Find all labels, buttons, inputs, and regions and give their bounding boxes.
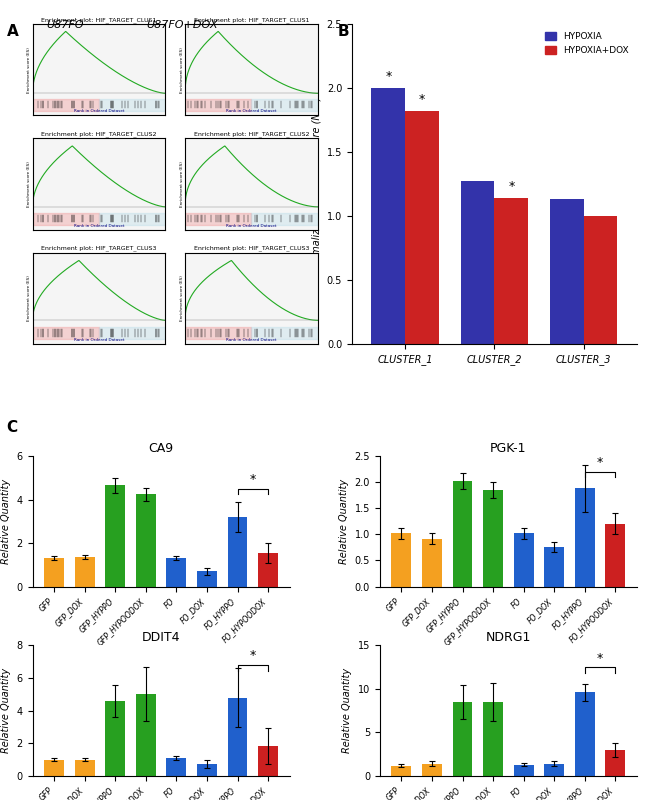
Bar bbox=[452, 481, 473, 586]
Bar bbox=[227, 517, 248, 586]
Bar bbox=[391, 534, 411, 586]
Title: Enrichment plot: HIF_TARGET_CLUS1: Enrichment plot: HIF_TARGET_CLUS1 bbox=[41, 18, 157, 23]
Text: U87FO+DOX: U87FO+DOX bbox=[146, 20, 218, 30]
Text: *: * bbox=[597, 651, 603, 665]
Text: *: * bbox=[385, 70, 391, 83]
Text: *: * bbox=[250, 473, 256, 486]
Bar bbox=[227, 698, 248, 776]
Bar bbox=[544, 547, 564, 586]
Bar bbox=[371, 88, 406, 344]
Bar bbox=[422, 538, 442, 586]
Bar bbox=[105, 486, 125, 586]
Bar bbox=[575, 693, 595, 776]
Title: Enrichment plot: HIF_TARGET_CLUS1: Enrichment plot: HIF_TARGET_CLUS1 bbox=[194, 18, 309, 23]
Bar bbox=[483, 702, 503, 776]
Legend: HYPOXIA, HYPOXIA+DOX: HYPOXIA, HYPOXIA+DOX bbox=[541, 29, 632, 58]
Bar bbox=[605, 750, 625, 776]
Bar bbox=[258, 553, 278, 586]
Y-axis label: Relative Quantity: Relative Quantity bbox=[339, 478, 349, 564]
Text: Rank in Ordered Dataset: Rank in Ordered Dataset bbox=[226, 110, 277, 114]
Bar bbox=[197, 764, 217, 776]
Bar bbox=[32, 99, 99, 111]
Bar bbox=[252, 99, 318, 111]
Y-axis label: Normalized Enrichment Score (NES): Normalized Enrichment Score (NES) bbox=[311, 96, 321, 272]
Title: Enrichment plot: HIF_TARGET_CLUS3: Enrichment plot: HIF_TARGET_CLUS3 bbox=[41, 246, 157, 251]
Title: Enrichment plot: HIF_TARGET_CLUS2: Enrichment plot: HIF_TARGET_CLUS2 bbox=[194, 131, 309, 137]
Text: U87FO: U87FO bbox=[46, 20, 84, 30]
Bar bbox=[32, 326, 99, 339]
Text: A: A bbox=[6, 24, 18, 39]
Text: C: C bbox=[6, 420, 18, 435]
Bar bbox=[406, 111, 439, 344]
Text: Rank in Ordered Dataset: Rank in Ordered Dataset bbox=[226, 224, 277, 228]
Title: Enrichment plot: HIF_TARGET_CLUS2: Enrichment plot: HIF_TARGET_CLUS2 bbox=[41, 131, 157, 137]
Text: Rank in Ordered Dataset: Rank in Ordered Dataset bbox=[73, 338, 124, 342]
Y-axis label: Relative Quantity: Relative Quantity bbox=[1, 478, 11, 564]
Bar bbox=[136, 494, 156, 586]
Bar bbox=[575, 488, 595, 586]
Text: *: * bbox=[597, 456, 603, 469]
Bar bbox=[514, 765, 534, 776]
Text: *: * bbox=[419, 93, 425, 106]
Bar bbox=[32, 213, 99, 225]
Bar bbox=[391, 766, 411, 776]
Title: PGK-1: PGK-1 bbox=[490, 442, 526, 455]
Bar bbox=[422, 764, 442, 776]
Y-axis label: Enrichment score (ES): Enrichment score (ES) bbox=[179, 275, 184, 322]
Bar bbox=[75, 760, 95, 776]
Title: NDRG1: NDRG1 bbox=[486, 631, 531, 644]
Title: DDIT4: DDIT4 bbox=[142, 631, 180, 644]
Text: *: * bbox=[508, 180, 515, 193]
Bar bbox=[483, 490, 503, 586]
Y-axis label: Relative Quantity: Relative Quantity bbox=[342, 668, 352, 754]
Text: B: B bbox=[338, 24, 350, 39]
Bar bbox=[452, 702, 473, 776]
Bar bbox=[495, 198, 528, 344]
Text: Rank in Ordered Dataset: Rank in Ordered Dataset bbox=[73, 110, 124, 114]
Bar bbox=[105, 701, 125, 776]
Bar bbox=[75, 558, 95, 586]
Bar bbox=[544, 764, 564, 776]
Y-axis label: Enrichment score (ES): Enrichment score (ES) bbox=[27, 161, 31, 207]
Bar bbox=[185, 99, 252, 111]
Text: Rank in Ordered Dataset: Rank in Ordered Dataset bbox=[226, 338, 277, 342]
Bar bbox=[584, 216, 618, 344]
Bar bbox=[461, 182, 495, 344]
Text: *: * bbox=[250, 650, 256, 662]
Text: Rank in Ordered Dataset: Rank in Ordered Dataset bbox=[73, 224, 124, 228]
Title: CA9: CA9 bbox=[149, 442, 174, 455]
Bar bbox=[99, 99, 165, 111]
Bar bbox=[252, 326, 318, 339]
Bar bbox=[197, 571, 217, 586]
Bar bbox=[44, 558, 64, 586]
Y-axis label: Enrichment score (ES): Enrichment score (ES) bbox=[179, 46, 184, 93]
Y-axis label: Enrichment score (ES): Enrichment score (ES) bbox=[27, 275, 31, 322]
Bar bbox=[605, 524, 625, 586]
Y-axis label: Enrichment score (ES): Enrichment score (ES) bbox=[179, 161, 184, 207]
Bar bbox=[252, 213, 318, 225]
Y-axis label: Enrichment score (ES): Enrichment score (ES) bbox=[27, 46, 31, 93]
Bar bbox=[166, 558, 187, 586]
Bar bbox=[550, 199, 584, 344]
Y-axis label: Relative Quantity: Relative Quantity bbox=[1, 668, 11, 754]
Bar bbox=[136, 694, 156, 776]
Bar bbox=[44, 760, 64, 776]
Bar bbox=[185, 213, 252, 225]
Title: Enrichment plot: HIF_TARGET_CLUS3: Enrichment plot: HIF_TARGET_CLUS3 bbox=[194, 246, 309, 251]
Bar bbox=[99, 326, 165, 339]
Bar bbox=[99, 213, 165, 225]
Bar bbox=[514, 534, 534, 586]
Bar bbox=[258, 746, 278, 776]
Bar bbox=[166, 758, 187, 776]
Bar bbox=[185, 326, 252, 339]
